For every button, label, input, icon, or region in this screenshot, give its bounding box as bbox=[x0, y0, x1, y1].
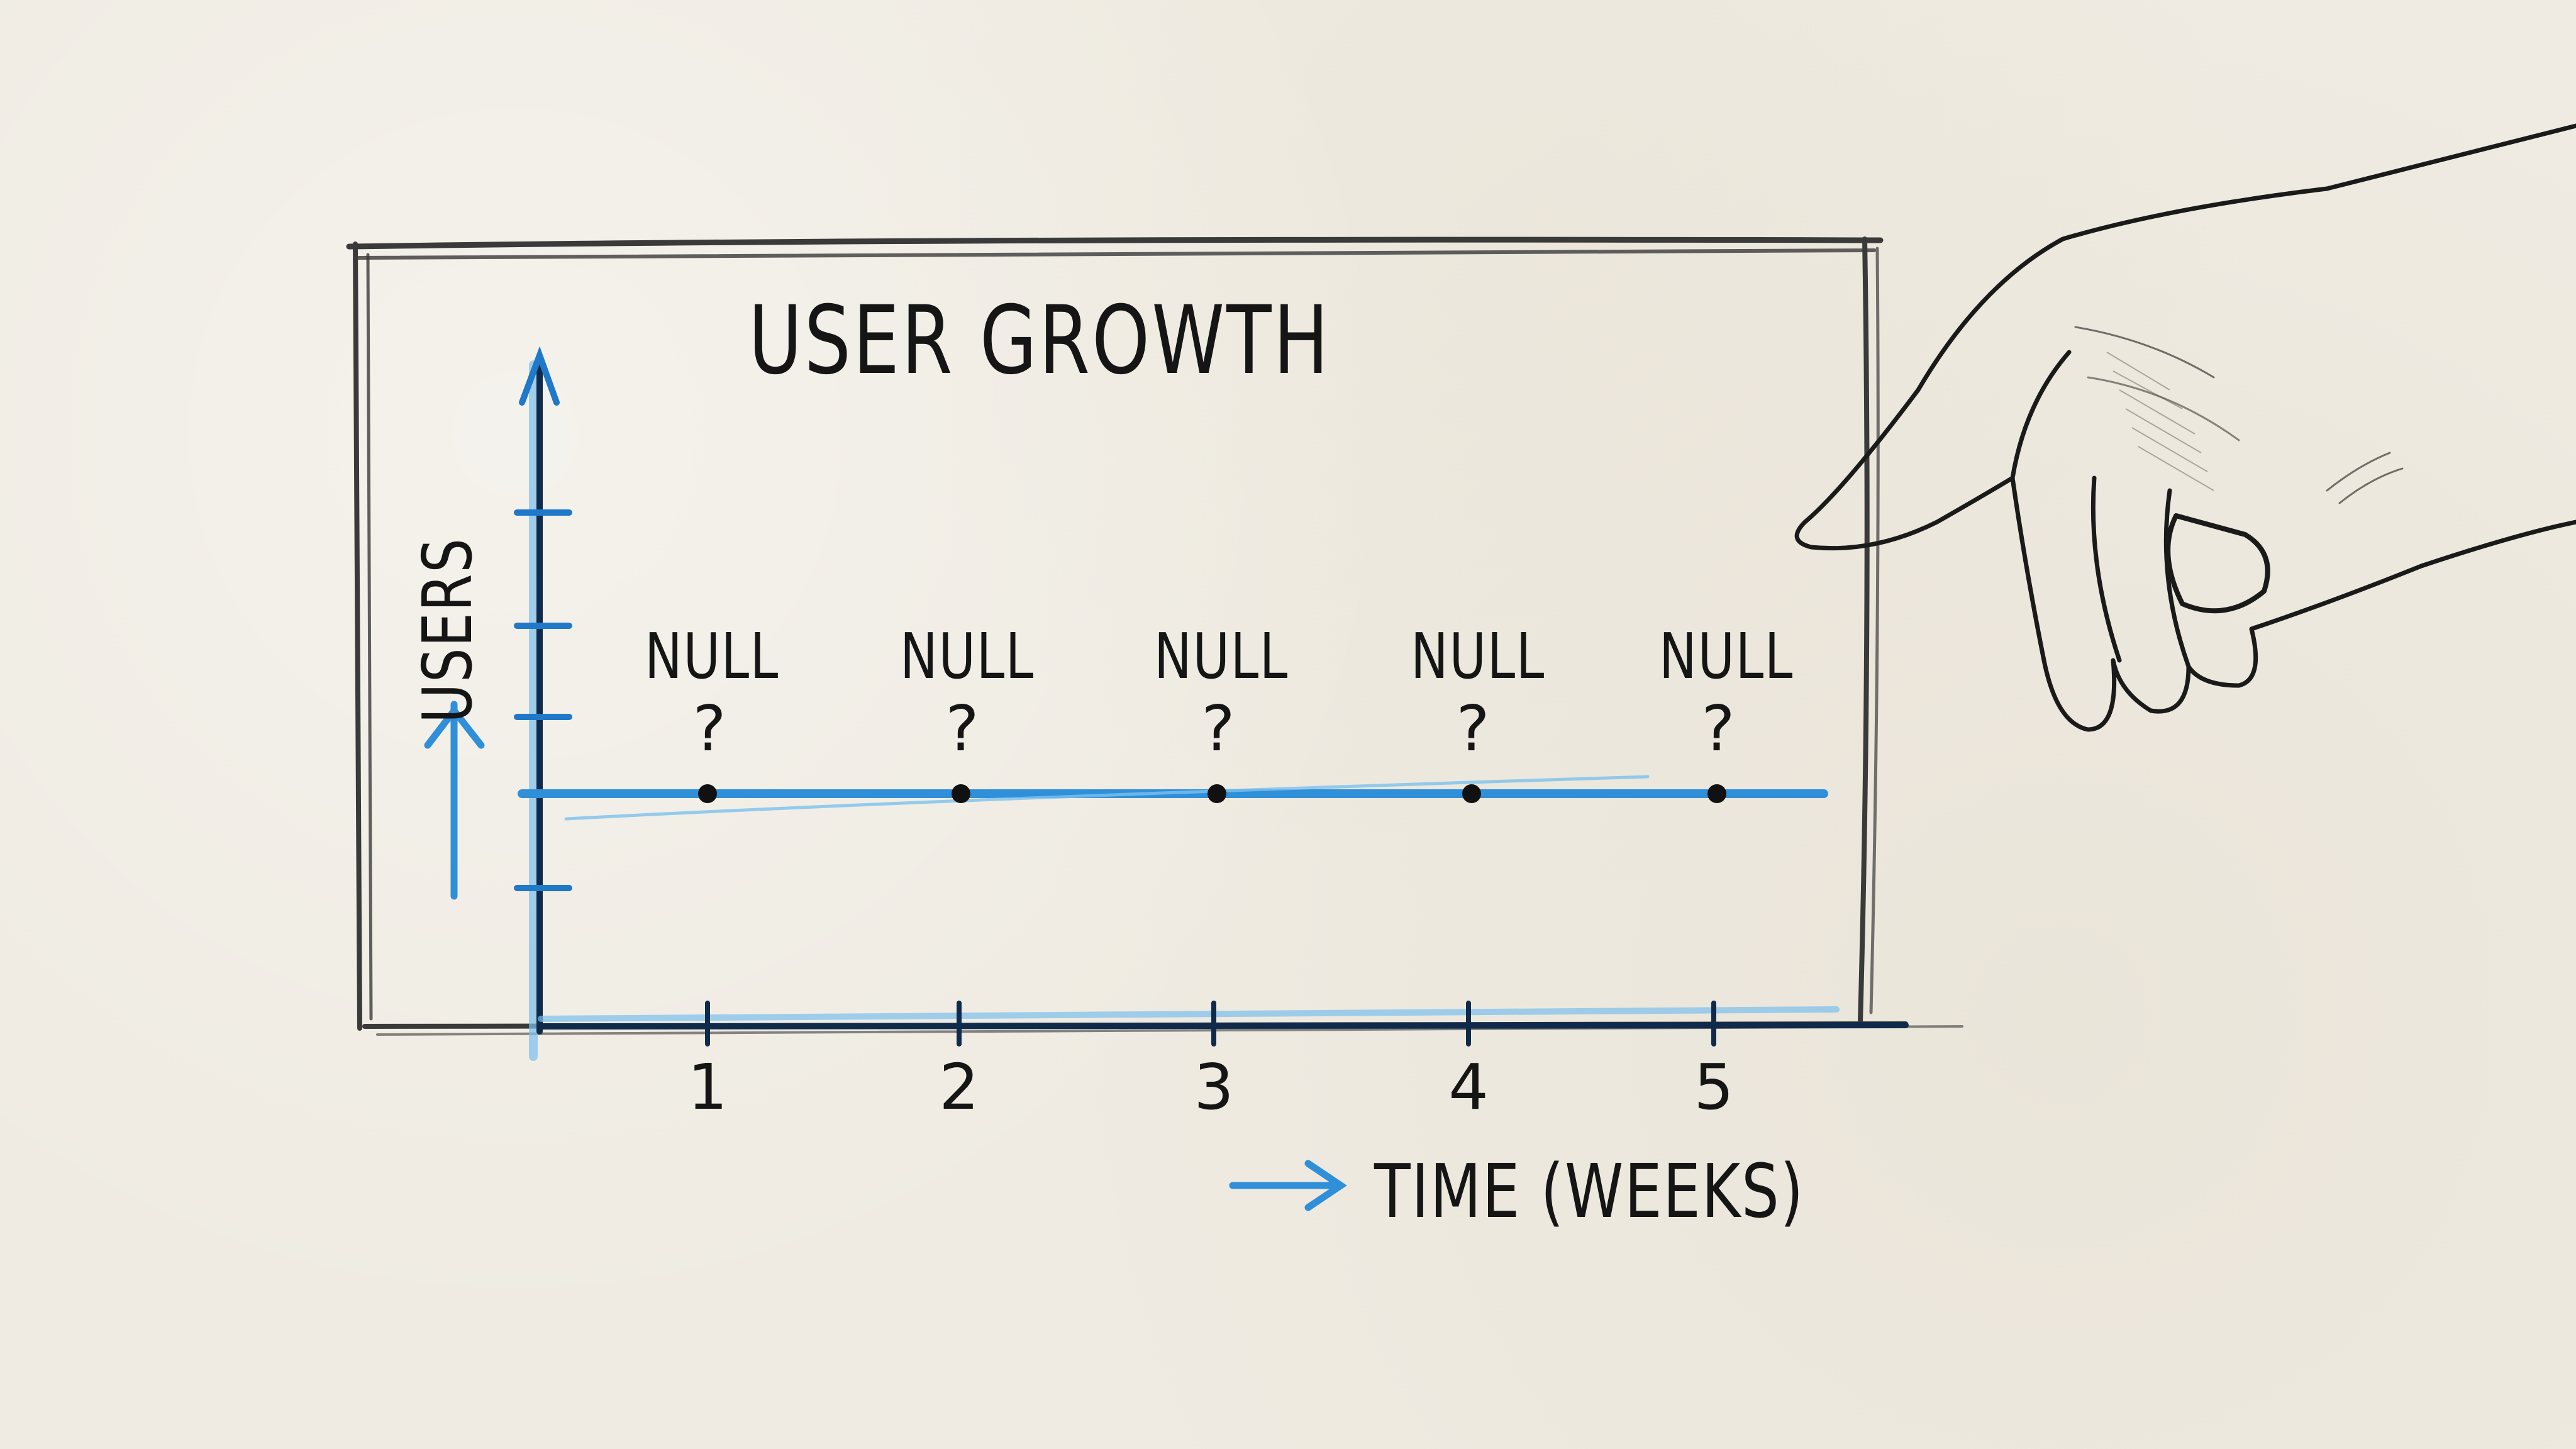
question-mark-2: ? bbox=[945, 692, 979, 765]
data-point-5 bbox=[1707, 784, 1726, 803]
x-tick-label-2: 2 bbox=[939, 1050, 979, 1124]
data-point-4 bbox=[1462, 784, 1481, 803]
question-mark-3: ? bbox=[1201, 692, 1235, 765]
data-point-2 bbox=[952, 784, 970, 803]
question-mark-4: ? bbox=[1456, 692, 1490, 765]
x-axis-arrow-icon bbox=[1229, 1160, 1347, 1211]
question-mark-1: ? bbox=[692, 692, 726, 765]
x-axis-label: TIME (WEEKS) bbox=[1374, 1148, 1804, 1235]
y-axis-arrow-icon bbox=[424, 701, 485, 900]
null-annotation-3: NULL bbox=[1154, 619, 1289, 693]
y-axis bbox=[514, 346, 572, 1061]
question-mark-5: ? bbox=[1701, 692, 1735, 765]
data-points bbox=[698, 784, 1726, 803]
y-axis-label: USERS bbox=[409, 537, 487, 723]
null-annotation-4: NULL bbox=[1411, 619, 1545, 693]
x-tick-label-4: 4 bbox=[1448, 1050, 1489, 1124]
null-annotation-5: NULL bbox=[1659, 619, 1794, 693]
hand-shading bbox=[2106, 352, 2214, 491]
x-tick-label-5: 5 bbox=[1694, 1050, 1734, 1124]
null-annotation-2: NULL bbox=[900, 619, 1035, 693]
x-axis bbox=[536, 1001, 1909, 1046]
x-tick-label-1: 1 bbox=[687, 1050, 728, 1124]
pointing-hand-icon bbox=[1794, 123, 2576, 732]
data-point-3 bbox=[1208, 784, 1226, 803]
null-annotation-1: NULL bbox=[645, 619, 779, 693]
data-line bbox=[518, 775, 1828, 821]
data-point-1 bbox=[698, 784, 717, 803]
chart-title: USER GROWTH bbox=[748, 286, 1331, 396]
x-tick-label-3: 3 bbox=[1194, 1050, 1234, 1124]
